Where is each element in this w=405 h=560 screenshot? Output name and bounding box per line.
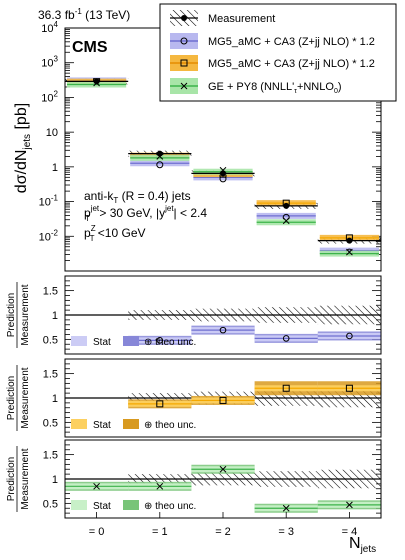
measurement-point [346,237,353,244]
measurement-point [283,202,290,209]
x-category-label: = 0 [89,526,105,538]
measurement-point [220,170,226,177]
ratio-mg5-zjj-point [219,396,227,404]
ratio-mg5-zj-point [219,326,227,334]
ratio-geneva-point [156,482,164,490]
legend-geneva-marker [180,82,188,90]
ratio-y-tick-label: 1.5 [43,450,58,462]
legend: Measurement MG5_aMC + CA3 (Z+jj NLO) * 1… [159,3,397,102]
ratio-y-tick-label: 1 [52,393,58,405]
legend-entry-geneva: GE + PY8 (NNLL'τ+NNLO0) [170,78,342,95]
z-pt-annotation: pZ T <10 GeV [84,224,146,243]
geneva-point [282,217,290,225]
main-y-tick-label: 10-2 [39,228,59,243]
ratio-geneva-point [282,504,290,512]
legend-label-geneva: GE + PY8 (NNLL'τ+NNLO0) [208,81,342,95]
ratio-panel-2: 0.5 1 1.5 Prediction Measurement Stat ⊕ theo u… [6,358,382,438]
experiment-label: CMS [72,39,108,56]
legend-label-measurement: Measurement [208,13,275,25]
ratio-mg5-zjj-point [282,384,290,392]
main-y-tick-label: 104 [41,20,58,35]
legend-box [159,3,397,102]
mg5-zj-point [156,161,164,169]
ratio-y-tick-label: 0.5 [43,498,58,510]
geneva-point [346,248,353,256]
ratio-theory-swatch [123,500,139,510]
ratio-mg5-zjj-point [345,384,353,392]
x-category-label: = 2 [215,526,231,538]
x-category-labels: = 0 = 1 = 2 = 3 = 4 [89,512,357,538]
x-category-label: = 3 [278,526,294,538]
measurement-point [93,78,100,85]
ratio-geneva-point [219,465,227,473]
ratio-y-tick-label: 1.5 [43,286,58,298]
ratio-geneva-point [346,501,353,509]
ratio-mg5-zj-point [346,332,353,340]
jet-pt-annotation: pjet T > 30 GeV, |yjet| < 2.4 [84,204,207,223]
ratio-mg5-zj-point [156,337,164,344]
legend-measurement-marker [181,15,187,21]
jet-definition-annotation: anti-kT (R = 0.4) jets [84,189,191,205]
measurement-point [156,150,163,157]
legend-mg5-zjj-marker [180,59,188,67]
ratio-y-label-bottom: Measurement [20,448,31,509]
legend-entry-measurement: Measurement [170,10,275,26]
lumi-label: 36.3 fb-1 (13 TeV) [38,7,130,22]
ratio-y-label-bottom: Measurement [20,284,31,345]
legend-label-mg5-zjj: MG5_aMC + CA3 (Z+jj NLO) * 1.2 [208,58,375,70]
main-y-tick-label: 1 [52,162,58,174]
main-y-tick-label: 103 [41,55,58,70]
main-y-axis-label: dσ/dNjets [pb] [13,103,33,193]
main-y-tick-labels: 10-2 10-1 1 10 102 103 104 [39,20,59,243]
ratio-y-tick-label: 0.5 [43,417,58,429]
ratio-stat-label: Stat [93,337,111,348]
ratio-stat-label: Stat [93,420,111,431]
main-panel: 10-2 10-1 1 10 102 103 104 CMS anti-kT (R = 0.… [13,20,382,272]
ratio-frame [64,358,382,438]
ratio-stat-swatch [71,419,87,429]
legend-entry-mg5-zjj: MG5_aMC + CA3 (Z+jj NLO) * 1.2 [170,55,375,71]
ratio-y-label-top: Prediction [6,293,17,337]
ratio-mg5-zjj-point [156,400,164,408]
ratio-mg5-zj-point [282,335,290,342]
ratio-theory-swatch [123,336,139,346]
ratio-y-tick-label: 0.5 [43,334,58,346]
legend-label-mg5-zj: MG5_aMC + CA3 (Z+jj NLO) * 1.2 [208,36,375,48]
ratio-y-label-top: Prediction [6,376,17,420]
main-y-tick-label: 102 [41,89,58,104]
x-category-label: = 4 [342,526,358,538]
ratio-y-tick-label: 1 [52,474,58,486]
main-y-tick-label: 10 [46,127,58,139]
ratio-theory-label: ⊕ theo unc. [144,420,196,431]
ratio-y-label-top: Prediction [6,457,17,501]
ratio-y-tick-label: 1.5 [43,369,58,381]
ratio-stat-swatch [71,336,87,346]
ratio-theory-swatch [123,419,139,429]
ratio-y-tick-label: 1 [52,310,58,322]
ratio-theory-label: ⊕ theo unc. [144,337,196,348]
legend-entry-mg5-zj: MG5_aMC + CA3 (Z+jj NLO) * 1.2 [170,33,375,49]
ratio-theory-label: ⊕ theo unc. [144,501,196,512]
ratio-panel-3: 0.5 1 1.5 Prediction Measurement Stat ⊕ theo u… [6,439,382,519]
ratio-y-label-bottom: Measurement [20,367,31,428]
x-axis-label: Njets [349,535,376,555]
legend-mg5-zj-marker [180,37,188,45]
main-series [65,77,381,257]
ratio-geneva-point [93,482,100,490]
ratio-stat-label: Stat [93,501,111,512]
ratio-stat-swatch [71,500,87,510]
x-category-label: = 1 [152,526,168,538]
main-y-tick-label: 10-1 [39,194,59,209]
ratio-frame [64,275,382,355]
ratio-panel-1: 0.5 1 1.5 Prediction Measurement Stat ⊕ theo u… [6,275,382,355]
